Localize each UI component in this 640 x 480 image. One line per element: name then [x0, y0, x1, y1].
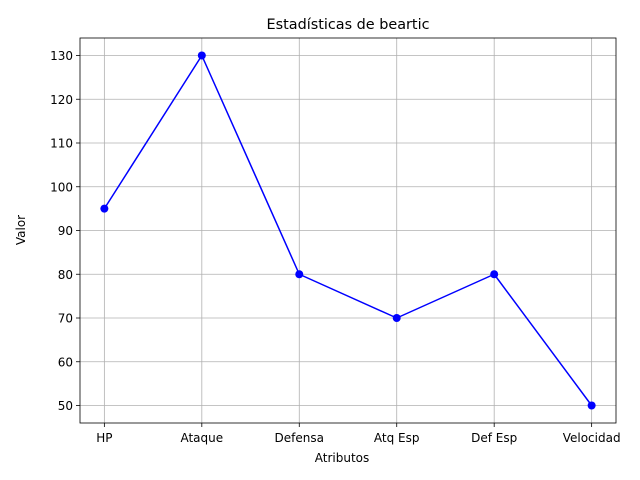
- y-tick-label: 50: [58, 399, 73, 413]
- chart-title: Estadísticas de beartic: [267, 17, 430, 33]
- x-tick-label: Atq Esp: [374, 431, 420, 445]
- y-tick-label: 130: [50, 49, 73, 63]
- x-tick-label: Defensa: [275, 431, 324, 445]
- y-tick-label: 120: [50, 93, 73, 107]
- x-tick-label: Velocidad: [563, 431, 621, 445]
- data-point: [490, 270, 499, 279]
- data-point: [392, 314, 401, 322]
- data-point: [587, 401, 596, 410]
- series-layer: [100, 51, 596, 410]
- x-tick-label: Def Esp: [471, 431, 517, 445]
- y-tick-label: 70: [58, 312, 73, 326]
- data-point: [197, 51, 206, 60]
- x-tick-label: HP: [96, 431, 112, 445]
- grid: [80, 38, 616, 423]
- data-point: [100, 204, 109, 213]
- y-tick-label: 90: [58, 224, 73, 238]
- axis-ticks: HP Ataque Defensa Atq Esp Def Esp Velocidad 50…: [50, 49, 620, 445]
- y-tick-label: 60: [58, 355, 73, 369]
- series-line: [103, 54, 593, 406]
- y-tick-label: 100: [50, 180, 73, 194]
- x-tick-label: Ataque: [180, 431, 223, 445]
- y-tick-label: 80: [58, 268, 73, 282]
- data-point: [295, 270, 304, 279]
- y-tick-label: 110: [50, 137, 73, 151]
- x-axis-label: Atributos: [315, 451, 370, 465]
- y-axis-label: Valor: [14, 215, 28, 245]
